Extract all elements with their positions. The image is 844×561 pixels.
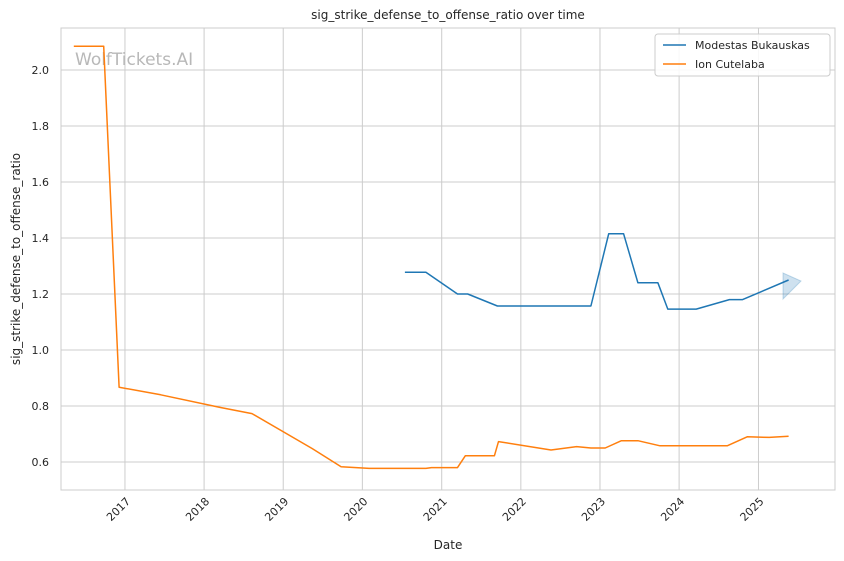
- legend-label-ion-cutelaba: Ion Cutelaba: [695, 58, 765, 71]
- plot-frame: [60, 27, 836, 491]
- series-lines: [73, 45, 789, 470]
- series-line-ion-cutelaba: [73, 45, 789, 470]
- y-tick-label: 1.0: [32, 344, 50, 357]
- trend-arrow-icon: [782, 272, 802, 301]
- x-axis-label: Date: [434, 538, 463, 552]
- series-line-modestas-bukauskas: [404, 233, 789, 310]
- y-tick-label: 1.4: [32, 232, 50, 245]
- y-tick-label: 0.6: [32, 456, 50, 469]
- y-axis-label: sig_strike_defense_to_offense_ratio: [9, 153, 23, 365]
- y-tick-label: 1.6: [32, 176, 50, 189]
- watermark: WolfTickets.AI: [75, 50, 193, 70]
- y-tick-label: 0.8: [32, 400, 50, 413]
- legend: Modestas Bukauskas Ion Cutelaba: [654, 33, 831, 77]
- legend-label-modestas-bukauskas: Modestas Bukauskas: [695, 39, 810, 52]
- y-tick-label: 1.8: [32, 120, 50, 133]
- y-axis-ticks: 0.6 0.8 1.0 1.2 1.4 1.6 1.8 2.0: [32, 64, 50, 469]
- legend-box: [654, 33, 831, 77]
- y-tick-label: 1.2: [32, 288, 50, 301]
- grid: [61, 28, 835, 490]
- y-tick-label: 2.0: [32, 64, 50, 77]
- chart-title: sig_strike_defense_to_offense_ratio over…: [311, 8, 585, 22]
